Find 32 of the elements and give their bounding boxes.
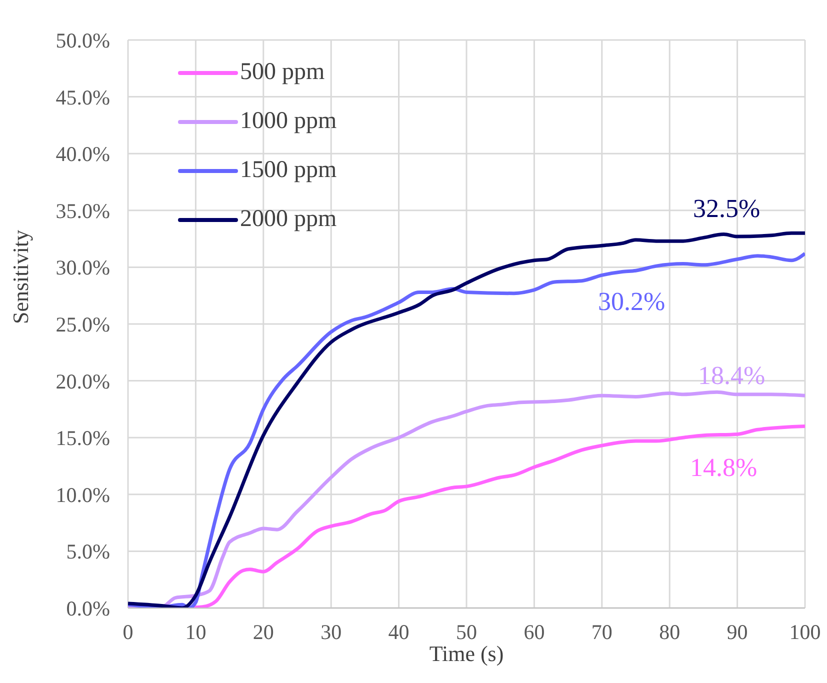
legend-label: 1000 ppm	[240, 108, 337, 135]
y-tick-label: 10.0%	[56, 482, 110, 507]
legend-label: 1500 ppm	[240, 157, 337, 184]
y-tick-label: 45.0%	[56, 85, 110, 110]
annotation: 30.2%	[598, 287, 666, 316]
annotation: 18.4%	[698, 361, 766, 390]
x-tick-label: 50	[456, 620, 477, 644]
y-tick-label: 5.0%	[66, 540, 110, 564]
x-tick-label: 60	[524, 620, 545, 644]
y-tick-label: 40.0%	[56, 142, 110, 166]
y-tick-label: 25.0%	[56, 312, 110, 336]
y-tick-label: 0.0%	[66, 596, 110, 620]
x-tick-label: 0	[122, 620, 134, 644]
x-tick-label: 20	[252, 620, 274, 644]
annotation: 32.5%	[693, 194, 760, 223]
x-tick-label: 70	[591, 620, 612, 644]
x-tick-label: 90	[726, 620, 748, 644]
y-axis-title: Sensitivity	[8, 230, 33, 324]
y-tick-label: 20.0%	[56, 369, 110, 394]
legend-label: 500 ppm	[240, 59, 325, 86]
annotation: 14.8%	[690, 453, 758, 482]
x-tick-label: 40	[388, 620, 410, 644]
legend-label: 2000 ppm	[240, 206, 337, 233]
x-tick-label: 10	[185, 620, 206, 644]
x-tick-label: 30	[320, 620, 342, 644]
x-tick-label: 100	[789, 620, 821, 644]
x-tick-label: 80	[659, 620, 680, 644]
y-tick-label: 50.0%	[56, 28, 110, 52]
y-tick-label: 15.0%	[56, 426, 110, 450]
y-tick-label: 30.0%	[56, 256, 110, 280]
x-axis-title: Time (s)	[429, 641, 504, 666]
y-tick-label: 35.0%	[56, 198, 110, 223]
